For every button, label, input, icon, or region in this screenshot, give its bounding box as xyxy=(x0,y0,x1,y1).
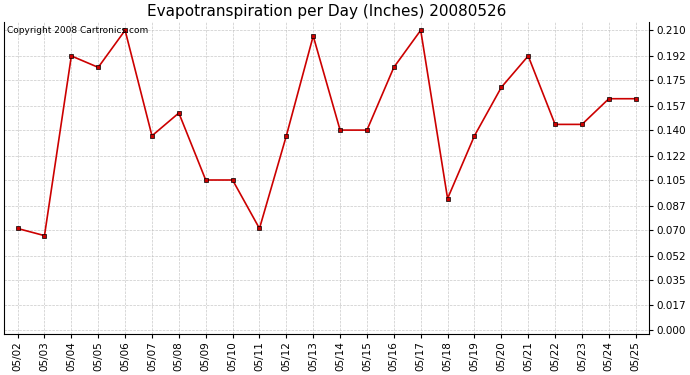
Title: Evapotranspiration per Day (Inches) 20080526: Evapotranspiration per Day (Inches) 2008… xyxy=(147,4,506,19)
Text: Copyright 2008 Cartronics.com: Copyright 2008 Cartronics.com xyxy=(8,26,148,35)
